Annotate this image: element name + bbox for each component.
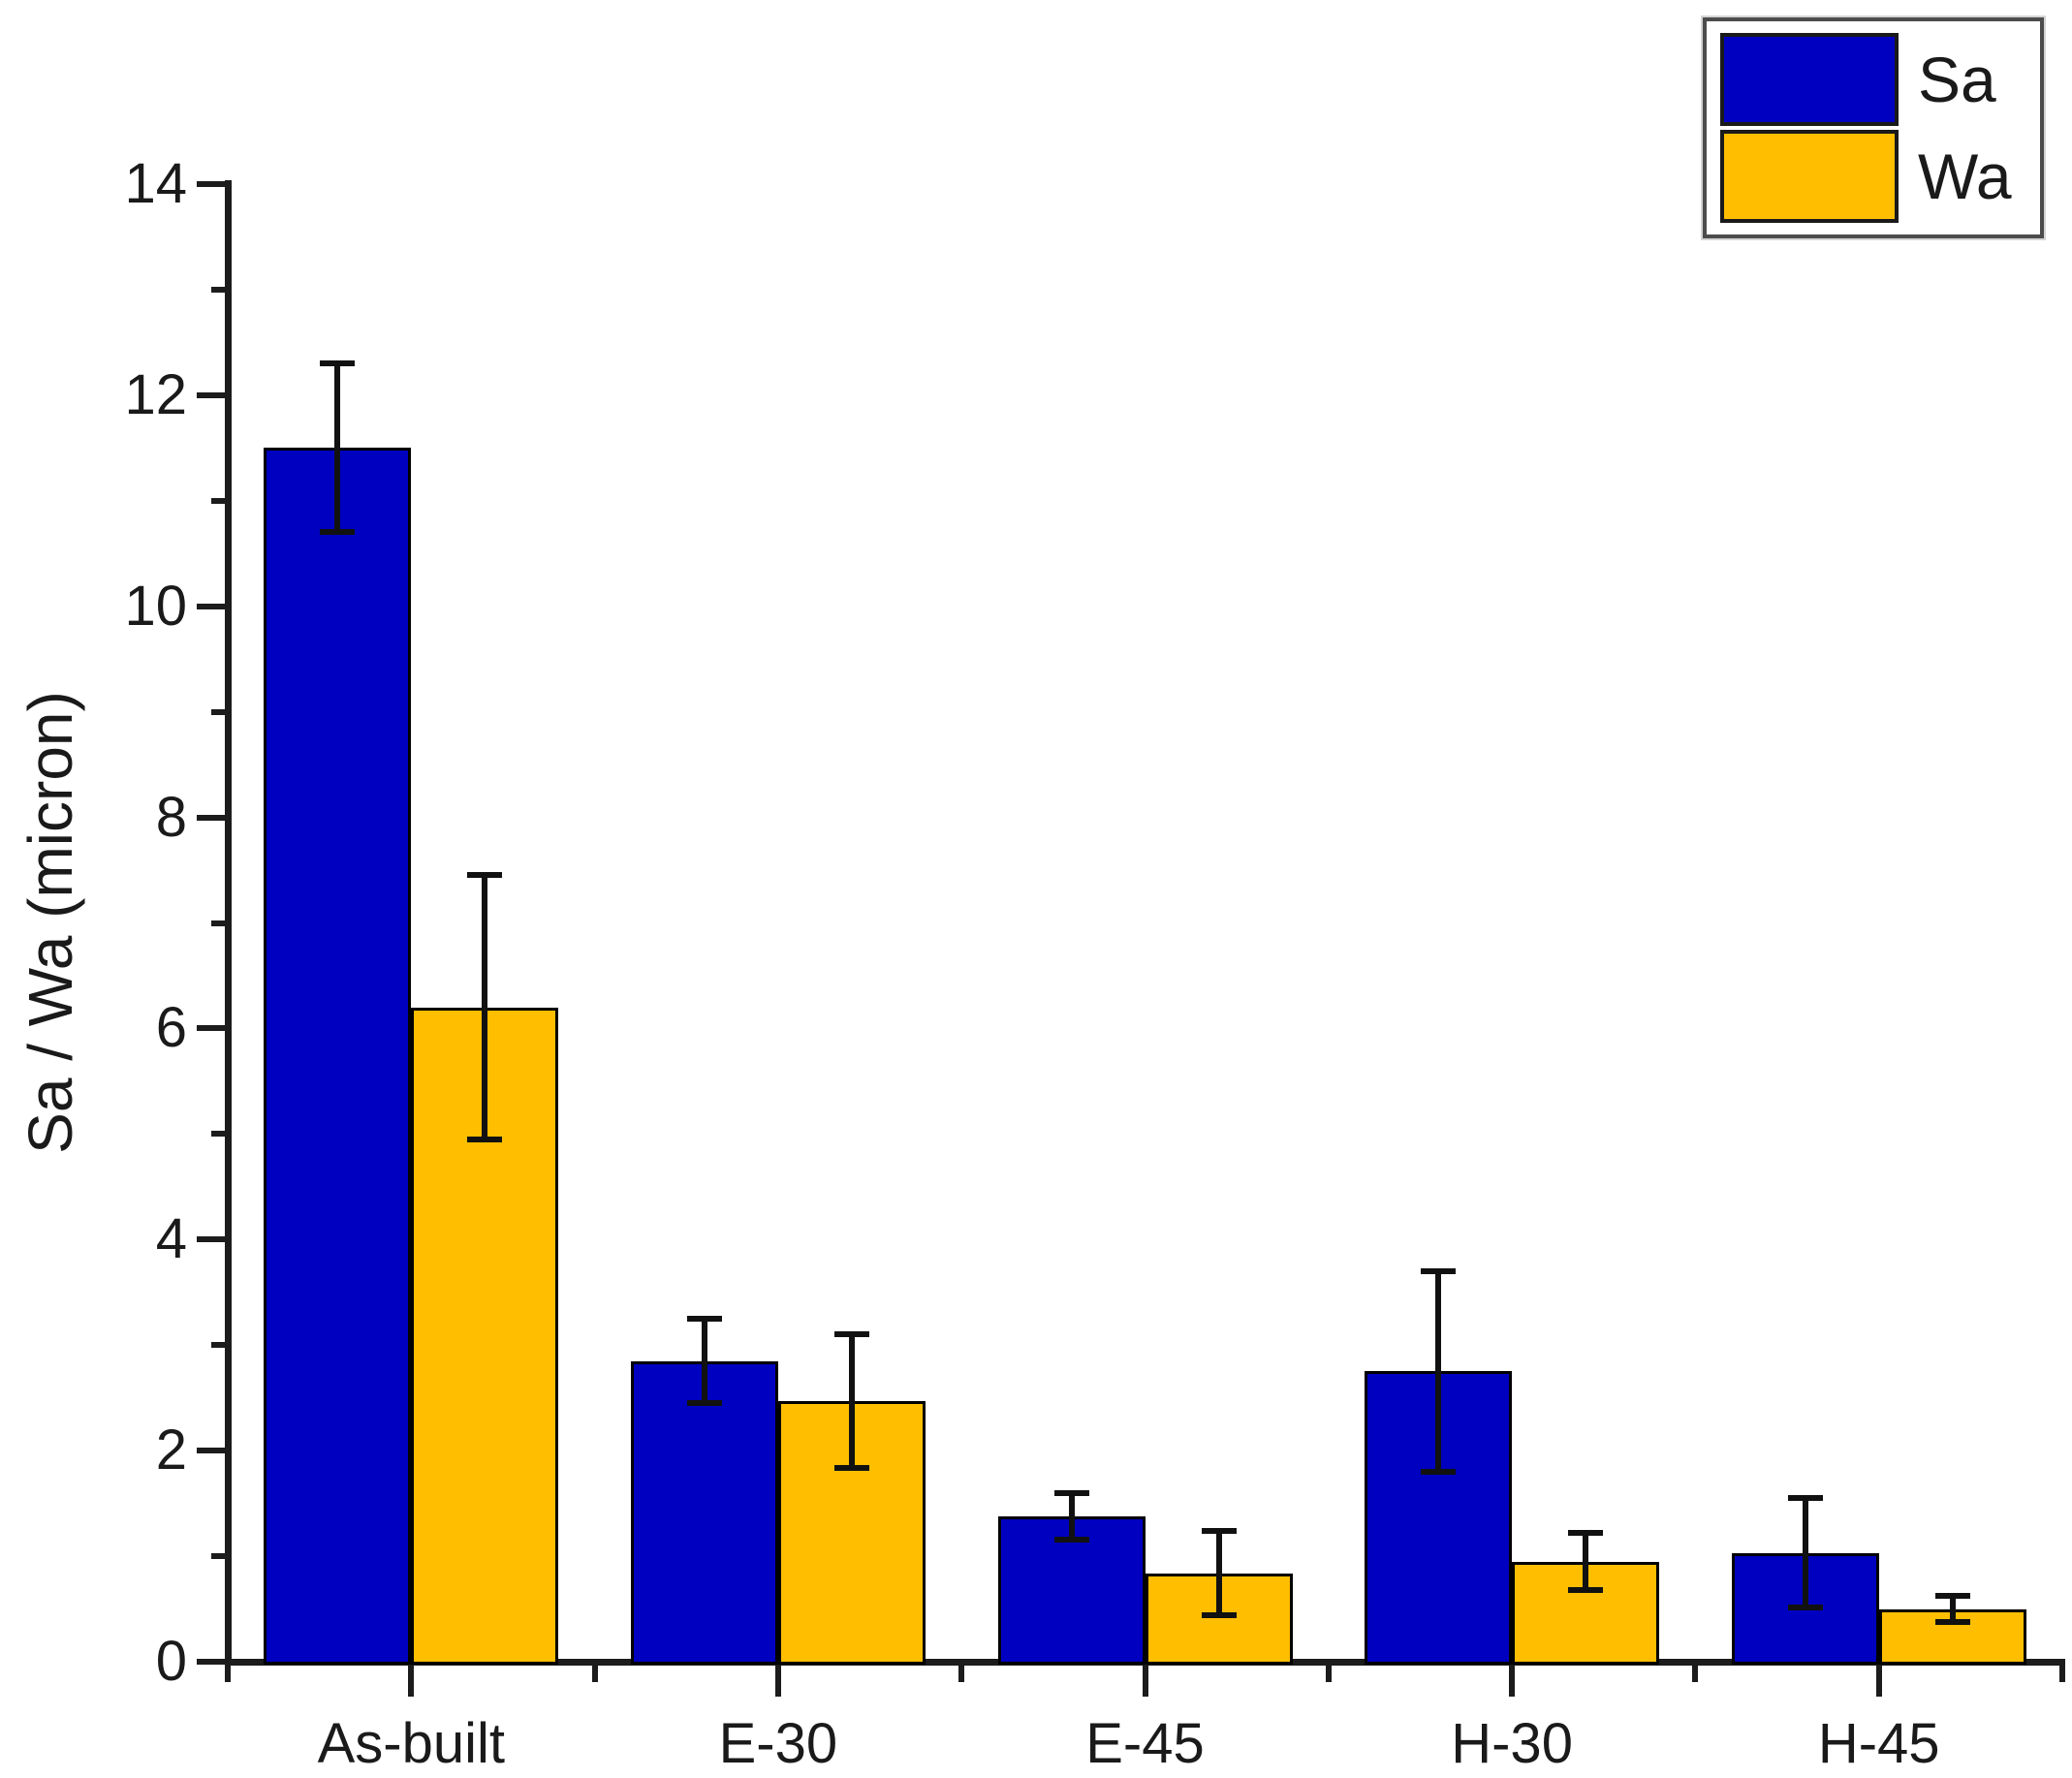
error-cap-bottom-wa-as-built [467,1136,503,1142]
error-cap-bottom-sa-e-30 [686,1400,722,1407]
error-bar-sa-e-30 [701,1318,707,1404]
legend-label-wa: Wa [1918,140,2012,212]
error-cap-top-sa-e-45 [1053,1489,1089,1496]
x-major-tick [1142,1666,1148,1697]
error-cap-top-wa-e-45 [1201,1527,1237,1534]
x-minor-tick [225,1666,231,1682]
y-major-tick [197,391,228,398]
error-cap-top-wa-as-built [467,872,503,879]
x-minor-tick [958,1666,965,1682]
y-tick-label: 8 [155,785,187,849]
error-bar-wa-h-45 [1949,1596,1956,1622]
y-tick-label: 12 [124,362,187,426]
x-major-tick [774,1666,781,1697]
error-cap-top-sa-e-30 [686,1315,722,1322]
legend-label-sa: Sa [1918,44,1996,115]
error-cap-top-wa-h-45 [1934,1593,1970,1600]
error-bar-sa-h-45 [1802,1498,1808,1608]
bar-wa-e-30 [777,1400,926,1665]
bar-sa-as-built [264,448,412,1665]
error-bar-wa-h-30 [1583,1533,1589,1590]
x-tick-label: H-30 [1451,1712,1573,1775]
y-minor-tick [211,497,228,504]
error-cap-bottom-wa-e-30 [833,1464,869,1471]
x-tick-label: As-built [317,1712,505,1775]
y-tick-label: 4 [155,1207,187,1271]
y-minor-tick [211,920,228,926]
y-minor-tick [211,708,228,715]
error-cap-top-wa-h-30 [1568,1530,1604,1537]
x-tick-label: H-45 [1817,1712,1940,1775]
error-cap-bottom-wa-e-45 [1201,1612,1237,1619]
error-cap-bottom-wa-h-30 [1568,1586,1604,1593]
y-minor-tick [211,286,228,293]
error-bar-wa-e-45 [1215,1530,1222,1616]
y-major-tick [197,1236,228,1243]
y-minor-tick [211,1553,228,1560]
error-cap-bottom-sa-e-45 [1053,1536,1089,1543]
legend-swatch-sa [1720,33,1899,126]
legend-item-wa: Wa [1720,130,2026,223]
bar-sa-e-30 [630,1360,778,1665]
x-tick-label: E-45 [1085,1712,1205,1775]
y-tick-label: 2 [155,1419,187,1482]
y-major-tick [197,1659,228,1665]
error-cap-bottom-sa-h-30 [1421,1468,1457,1475]
y-minor-tick [211,1131,228,1138]
y-tick-label: 10 [124,574,187,638]
y-minor-tick [211,1342,228,1349]
error-cap-bottom-wa-h-45 [1934,1618,1970,1625]
x-minor-tick [1325,1666,1332,1682]
x-major-tick [1509,1666,1516,1697]
x-tick-label: E-30 [718,1712,838,1775]
y-axis-line [225,180,232,1666]
y-major-tick [197,603,228,609]
error-bar-sa-h-30 [1435,1270,1442,1472]
y-major-tick [197,181,228,187]
legend-swatch-wa [1720,130,1899,223]
error-cap-top-sa-h-30 [1421,1267,1457,1274]
x-minor-tick [2059,1666,2065,1682]
x-minor-tick [1692,1666,1699,1682]
error-cap-bottom-sa-h-45 [1787,1605,1823,1611]
error-bar-wa-e-30 [848,1334,855,1468]
bar-wa-h-30 [1512,1561,1660,1665]
x-minor-tick [591,1666,598,1682]
error-cap-top-wa-e-30 [833,1331,869,1338]
x-major-tick [408,1666,415,1697]
x-major-tick [1875,1666,1882,1697]
y-tick-label: 0 [155,1630,187,1693]
error-bar-wa-as-built [482,875,488,1139]
y-major-tick [197,1025,228,1032]
error-cap-top-sa-as-built [320,360,356,367]
y-tick-label: 6 [155,996,187,1060]
legend: Sa Wa [1701,16,2046,240]
error-cap-bottom-sa-as-built [320,529,356,536]
y-major-tick [197,814,228,821]
y-major-tick [197,1448,228,1454]
error-bar-sa-as-built [334,363,341,533]
y-tick-label: 14 [124,152,187,215]
error-bar-sa-e-45 [1068,1492,1075,1540]
legend-item-sa: Sa [1720,33,2026,126]
error-cap-top-sa-h-45 [1787,1495,1823,1502]
